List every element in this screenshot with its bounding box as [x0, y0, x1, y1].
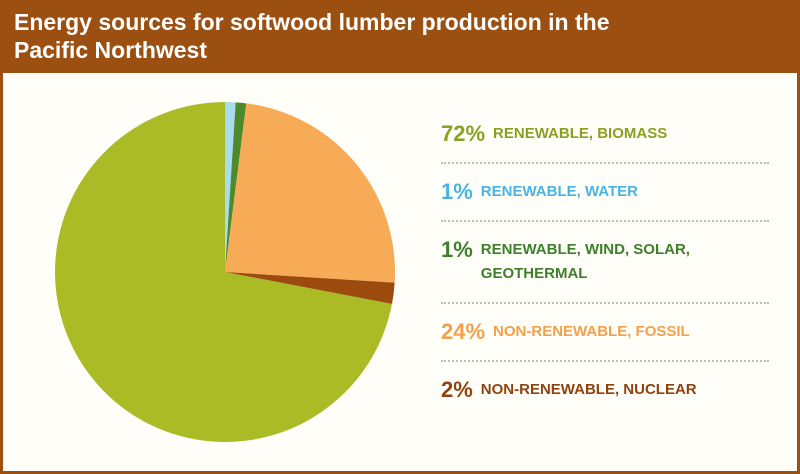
pie-slice: [225, 102, 236, 272]
legend-item: 1% RENEWABLE, WIND, SOLAR, GEOTHERMAL: [441, 222, 769, 304]
legend-value: 24%: [441, 319, 486, 344]
legend-value: 72%: [441, 121, 486, 146]
legend-label: RENEWABLE, WIND, SOLAR, GEOTHERMAL: [480, 241, 690, 282]
pie-slice: [225, 272, 395, 304]
legend: 72% RENEWABLE, BIOMASS 1% RENEWABLE, WATER 1…: [441, 106, 769, 418]
pie-chart: [54, 102, 396, 443]
pie-slice: [54, 102, 392, 443]
legend-item: 24% NON-RENEWABLE, FOSSIL: [441, 304, 769, 362]
legend-label: RENEWABLE, WATER: [480, 183, 639, 200]
pie-slice: [225, 103, 396, 283]
header: Energy sources for softwood lumber produ…: [3, 0, 797, 73]
pie-slice: [225, 102, 247, 273]
chart-title: Energy sources for softwood lumber produ…: [14, 9, 610, 63]
legend-label: RENEWABLE, BIOMASS: [493, 125, 668, 142]
legend-value: 1%: [441, 237, 473, 262]
legend-item: 72% RENEWABLE, BIOMASS: [441, 106, 769, 164]
legend-value: 2%: [441, 377, 473, 402]
legend-item: 1% RENEWABLE, WATER: [441, 164, 769, 222]
legend-value: 1%: [441, 179, 473, 204]
legend-label: NON-RENEWABLE, FOSSIL: [493, 323, 690, 340]
legend-label: NON-RENEWABLE, NUCLEAR: [480, 381, 697, 398]
legend-item: 2% NON-RENEWABLE, NUCLEAR: [441, 362, 769, 418]
